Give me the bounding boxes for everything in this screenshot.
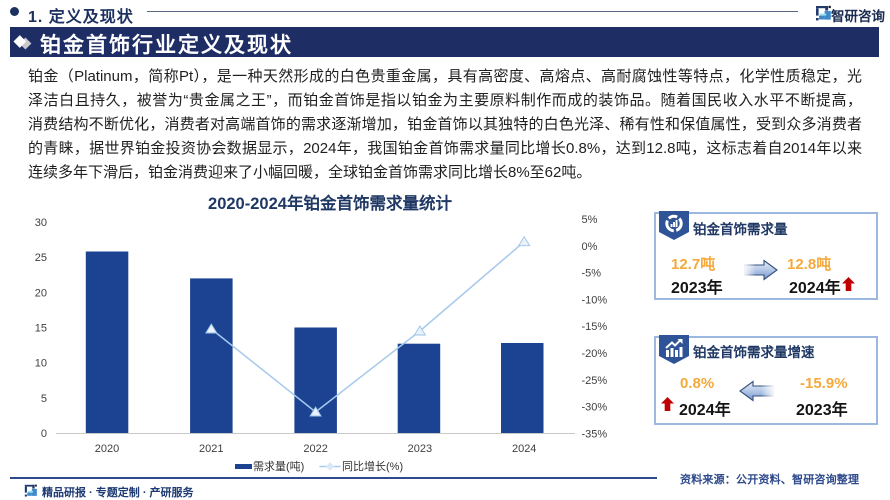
svg-text:0: 0 (41, 428, 47, 440)
svg-text:-15%: -15% (582, 321, 608, 333)
svg-text:30: 30 (35, 217, 47, 229)
svg-text:-35%: -35% (582, 428, 608, 440)
svg-text:-5%: -5% (582, 268, 602, 280)
svg-text:2022: 2022 (303, 443, 327, 455)
svg-text:2021: 2021 (199, 443, 223, 455)
svg-text:2024: 2024 (512, 443, 536, 455)
svg-text:-10%: -10% (582, 294, 608, 306)
svg-text:2023: 2023 (408, 443, 432, 455)
svg-text:5: 5 (41, 393, 47, 405)
svg-text:需求量(吨): 需求量(吨) (253, 460, 304, 473)
svg-text:-25%: -25% (582, 375, 608, 387)
svg-text:-20%: -20% (582, 348, 608, 360)
svg-text:25: 25 (35, 252, 47, 264)
svg-text:-30%: -30% (582, 402, 608, 414)
svg-text:5%: 5% (582, 214, 598, 226)
svg-text:15: 15 (35, 323, 47, 335)
svg-text:2020: 2020 (95, 443, 119, 455)
svg-text:20: 20 (35, 287, 47, 299)
svg-text:同比增长(%): 同比增长(%) (342, 459, 403, 473)
svg-text:10: 10 (35, 358, 47, 370)
svg-text:0%: 0% (582, 241, 598, 253)
